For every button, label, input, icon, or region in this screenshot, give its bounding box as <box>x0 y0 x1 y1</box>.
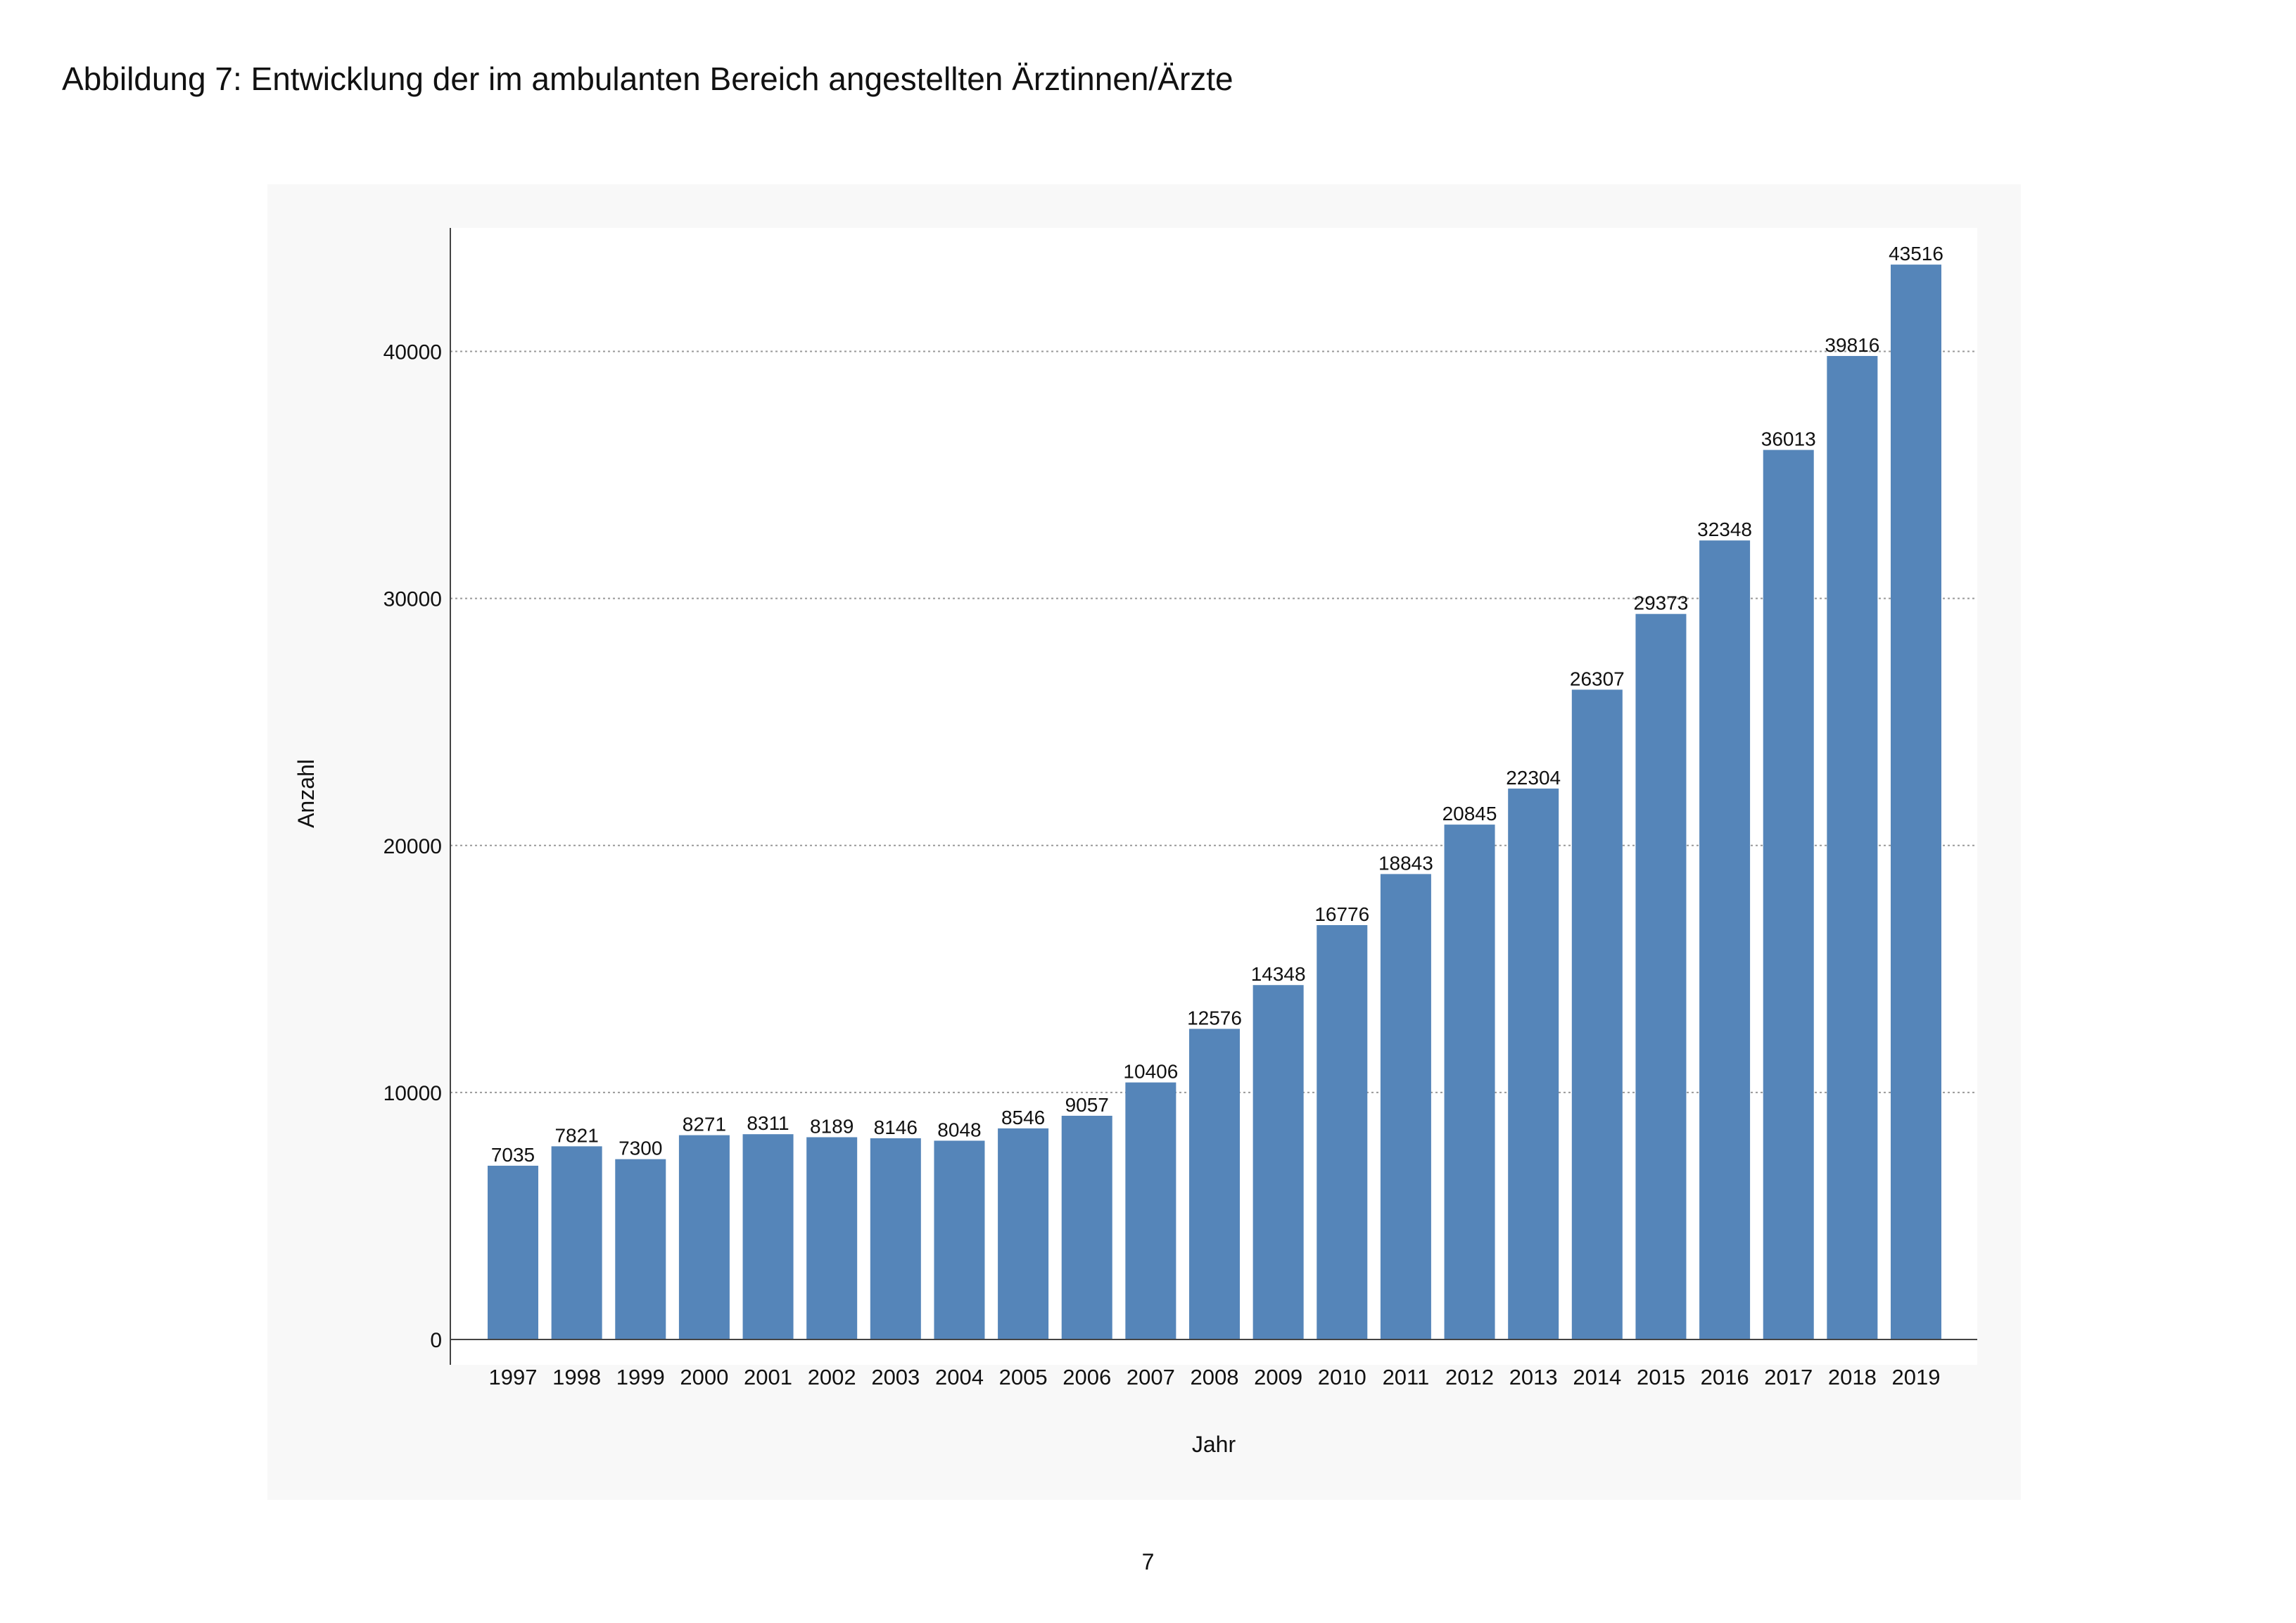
y-axis-title: Anzahl <box>293 759 319 828</box>
data-label: 39816 <box>1825 334 1879 356</box>
bar <box>998 1128 1049 1339</box>
y-tick-labels: 0 10000 20000 30000 40000 <box>383 341 442 1352</box>
bar <box>488 1165 538 1339</box>
data-label: 22304 <box>1506 767 1561 789</box>
x-tick-label: 1998 <box>552 1365 601 1389</box>
data-label: 26307 <box>1570 668 1625 689</box>
x-tick-label: 2016 <box>1701 1365 1749 1389</box>
data-label: 10406 <box>1123 1061 1178 1083</box>
bar <box>870 1138 921 1339</box>
bar <box>1699 540 1751 1339</box>
data-label: 16776 <box>1314 903 1369 925</box>
x-tick-label: 2011 <box>1383 1365 1430 1389</box>
x-tick-label: 2012 <box>1445 1365 1494 1389</box>
data-label: 36013 <box>1761 428 1816 450</box>
data-label: 9057 <box>1065 1094 1109 1116</box>
data-label: 8048 <box>937 1119 981 1140</box>
x-tick-label: 1999 <box>616 1365 665 1389</box>
x-tick-label: 1997 <box>489 1365 538 1389</box>
chart-panel: 7035 7821 7300 8271 8311 8189 8146 8048 8546 9057… <box>267 184 2021 1500</box>
x-tick-labels: 1997 1998 1999 2000 2001 2002 2003 2004 2005 2006… <box>489 1365 1941 1389</box>
data-label: 8271 <box>683 1114 726 1135</box>
x-tick-label: 2009 <box>1254 1365 1302 1389</box>
data-label: 8189 <box>810 1115 854 1137</box>
x-tick-label: 2004 <box>935 1365 984 1389</box>
bar <box>551 1146 602 1339</box>
bar <box>806 1137 858 1339</box>
y-tick-label: 10000 <box>383 1082 442 1105</box>
x-tick-label: 2013 <box>1509 1365 1558 1389</box>
x-tick-label: 2014 <box>1573 1365 1621 1389</box>
bar <box>1444 825 1495 1339</box>
x-tick-label: 2002 <box>808 1365 856 1389</box>
bar <box>1763 450 1814 1339</box>
x-tick-label: 2017 <box>1764 1365 1813 1389</box>
data-label: 12576 <box>1187 1007 1242 1029</box>
x-tick-label: 2018 <box>1828 1365 1877 1389</box>
bar <box>1125 1082 1176 1339</box>
data-label: 43516 <box>1889 243 1943 265</box>
x-tick-label: 2000 <box>680 1365 728 1389</box>
y-tick-label: 20000 <box>383 835 442 858</box>
bar <box>742 1134 794 1339</box>
x-axis-title: Jahr <box>1192 1432 1236 1457</box>
y-tick-label: 30000 <box>383 588 442 611</box>
page-title: Abbildung 7: Entwicklung der im ambulant… <box>62 61 1233 97</box>
data-label: 8546 <box>1001 1107 1045 1128</box>
bar <box>1380 874 1431 1339</box>
x-tick-label: 2008 <box>1191 1365 1239 1389</box>
x-tick-label: 2001 <box>744 1365 792 1389</box>
y-tick-label: 0 <box>430 1329 442 1352</box>
bars <box>488 265 1941 1340</box>
bar <box>1252 985 1304 1339</box>
data-label: 20845 <box>1442 803 1497 825</box>
x-tick-label: 2007 <box>1127 1365 1175 1389</box>
bar <box>1317 924 1368 1339</box>
data-label: 18843 <box>1378 852 1433 874</box>
data-label: 8311 <box>747 1112 789 1134</box>
data-label: 8146 <box>874 1116 918 1138</box>
y-tick-label: 40000 <box>383 341 442 364</box>
data-label: 14348 <box>1251 963 1306 985</box>
x-tick-label: 2005 <box>999 1365 1048 1389</box>
data-label: 7821 <box>554 1124 598 1146</box>
x-tick-label: 2015 <box>1637 1365 1685 1389</box>
data-labels: 7035 7821 7300 8271 8311 8189 8146 8048 8546 9057… <box>491 243 1943 1166</box>
x-tick-label: 2010 <box>1318 1365 1366 1389</box>
x-tick-label: 2006 <box>1063 1365 1111 1389</box>
bar <box>1891 265 1941 1340</box>
bar <box>1571 689 1623 1339</box>
bar <box>678 1135 730 1339</box>
data-label: 7035 <box>491 1144 535 1166</box>
bar <box>1635 613 1687 1339</box>
x-tick-label: 2019 <box>1892 1365 1941 1389</box>
data-label: 7300 <box>619 1138 662 1159</box>
data-label: 32348 <box>1697 518 1752 540</box>
bar <box>1508 788 1559 1339</box>
x-tick-label: 2003 <box>871 1365 920 1389</box>
bar <box>1061 1115 1112 1339</box>
bar <box>615 1159 666 1339</box>
bar <box>1827 356 1878 1339</box>
bar <box>1189 1029 1240 1339</box>
page-number: 7 <box>1141 1549 1155 1574</box>
bar <box>934 1140 985 1339</box>
data-label: 29373 <box>1634 592 1689 614</box>
bar-chart: 7035 7821 7300 8271 8311 8189 8146 8048 8546 9057… <box>293 228 1977 1457</box>
